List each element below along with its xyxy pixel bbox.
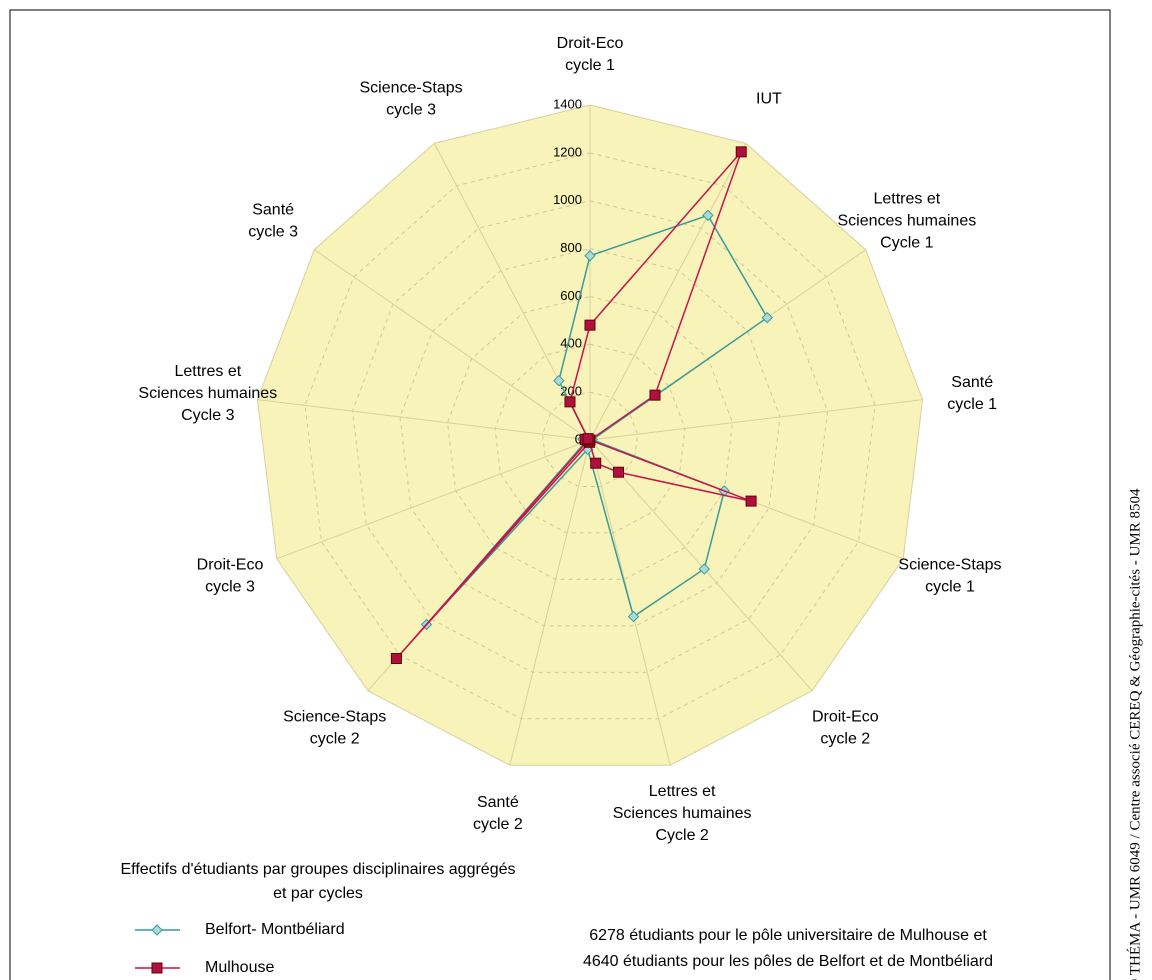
category-label: cycle 3 (248, 224, 298, 241)
category-label: cycle 2 (473, 816, 523, 833)
marker (564, 396, 576, 408)
grid-line (494, 343, 686, 534)
category-label: cycle 1 (565, 57, 615, 74)
marker (735, 146, 747, 158)
category-label: Cycle 1 (880, 235, 933, 252)
marker (151, 924, 163, 936)
marker (584, 319, 596, 331)
legend-label: Belfort- Montbéliard (205, 921, 345, 938)
spoke (509, 439, 591, 766)
marker (584, 250, 596, 262)
r-tick-label: 400 (560, 336, 582, 351)
r-tick-label: 1400 (553, 96, 582, 111)
category-label: cycle 1 (925, 579, 975, 596)
category-label: Science-Staps (359, 79, 462, 96)
category-label: Lettres et (649, 783, 716, 800)
category-label: Sciences humaines (138, 385, 277, 402)
category-label: Cycle 2 (655, 827, 708, 844)
grid-line (304, 152, 876, 720)
category-label: cycle 1 (947, 396, 997, 413)
category-label: Droit-Eco (812, 708, 879, 725)
category-label: Droit-Eco (197, 557, 264, 574)
marker (582, 433, 594, 445)
marker (553, 374, 565, 387)
spoke (589, 439, 813, 692)
category-label: Sciences humaines (613, 805, 752, 822)
category-label: Cycle 3 (181, 407, 234, 424)
credit: © THÉMA - UMR 6049 / Centre associé CERE… (1126, 488, 1143, 980)
r-tick-label: 800 (560, 240, 582, 255)
legend-title: Effectifs d'étudiants par groupes discip… (121, 861, 516, 878)
category-label: cycle 3 (205, 579, 255, 596)
spoke (257, 399, 591, 441)
category-label: Santé (252, 202, 294, 219)
category-label: Sciences humaines (837, 213, 976, 230)
legend-title: et par cycles (273, 885, 363, 902)
category-label: Santé (477, 794, 519, 811)
category-label: cycle 2 (820, 730, 870, 747)
legend-label: Mulhouse (205, 959, 274, 976)
marker (627, 610, 640, 623)
spoke (314, 249, 591, 441)
category-label: Lettres et (873, 191, 940, 208)
marker (745, 495, 757, 507)
r-tick-label: 1000 (553, 192, 582, 207)
grid-line (399, 248, 781, 627)
marker (702, 209, 714, 222)
marker (590, 457, 602, 469)
r-tick-label: 600 (560, 288, 582, 303)
marker (613, 466, 625, 478)
category-label: IUT (756, 90, 782, 107)
spoke (276, 439, 591, 560)
marker (390, 653, 402, 665)
r-tick-label: 1200 (553, 144, 582, 159)
marker (698, 563, 710, 575)
note: 6278 étudiants pour le pôle universitair… (589, 927, 987, 944)
category-label: Science-Staps (898, 557, 1001, 574)
grid-line (446, 295, 734, 580)
category-label: Science-Staps (283, 708, 386, 725)
grid-line (541, 391, 639, 487)
marker (151, 962, 163, 974)
marker (761, 311, 773, 324)
category-label: cycle 3 (386, 101, 436, 118)
spoke (589, 143, 747, 441)
marker (649, 389, 661, 401)
grid-line (351, 200, 829, 673)
category-label: Droit-Eco (557, 35, 624, 52)
note: 4640 étudiants pour les pôles de Belfort… (583, 953, 993, 970)
category-label: Lettres et (174, 363, 241, 380)
category-label: cycle 2 (310, 730, 360, 747)
category-label: Santé (951, 374, 993, 391)
spoke (589, 399, 923, 441)
